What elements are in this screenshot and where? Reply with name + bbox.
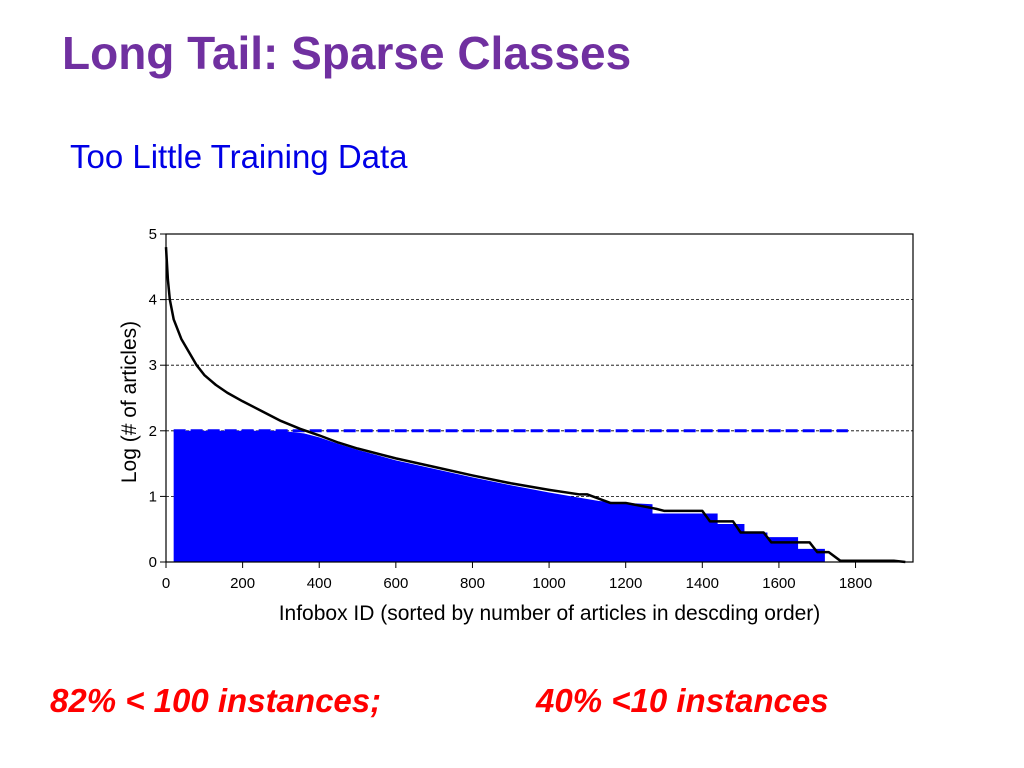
axis-ticks: 0 200 400 600 800 1000 1200 1400 1600 1800 0 1 2 3 4 5	[149, 226, 873, 592]
x-axis-title: Infobox ID (sorted by number of articles…	[279, 602, 821, 625]
y-axis-title: Log (# of articles)	[118, 321, 141, 483]
y-tick-label: 2	[149, 423, 157, 440]
y-tick-label: 1	[149, 488, 157, 505]
x-tick-label: 600	[383, 575, 408, 592]
slide-subtitle: Too Little Training Data	[70, 138, 408, 175]
x-tick-label: 1400	[686, 575, 719, 592]
x-tick-label: 1800	[839, 575, 872, 592]
x-tick-label: 400	[307, 575, 332, 592]
footer-note-right: 40% <10 instances	[536, 682, 829, 719]
x-tick-label: 800	[460, 575, 485, 592]
footer-note-left: 82% < 100 instances;	[50, 682, 382, 719]
x-tick-label: 200	[230, 575, 255, 592]
plot-frame	[165, 233, 914, 563]
coverage-fill-area	[173, 430, 848, 562]
y-tick-label: 4	[149, 292, 157, 309]
y-tick-label: 3	[149, 357, 157, 374]
x-tick-label: 1000	[532, 575, 565, 592]
x-tick-label: 1600	[762, 575, 795, 592]
articles-curve	[164, 247, 906, 564]
slide-title: Long Tail: Sparse Classes	[62, 27, 632, 79]
y-tick-label: 5	[149, 226, 157, 243]
x-tick-label: 0	[162, 575, 170, 592]
x-tick-label: 1200	[609, 575, 642, 592]
y-tick-label: 0	[149, 554, 157, 571]
